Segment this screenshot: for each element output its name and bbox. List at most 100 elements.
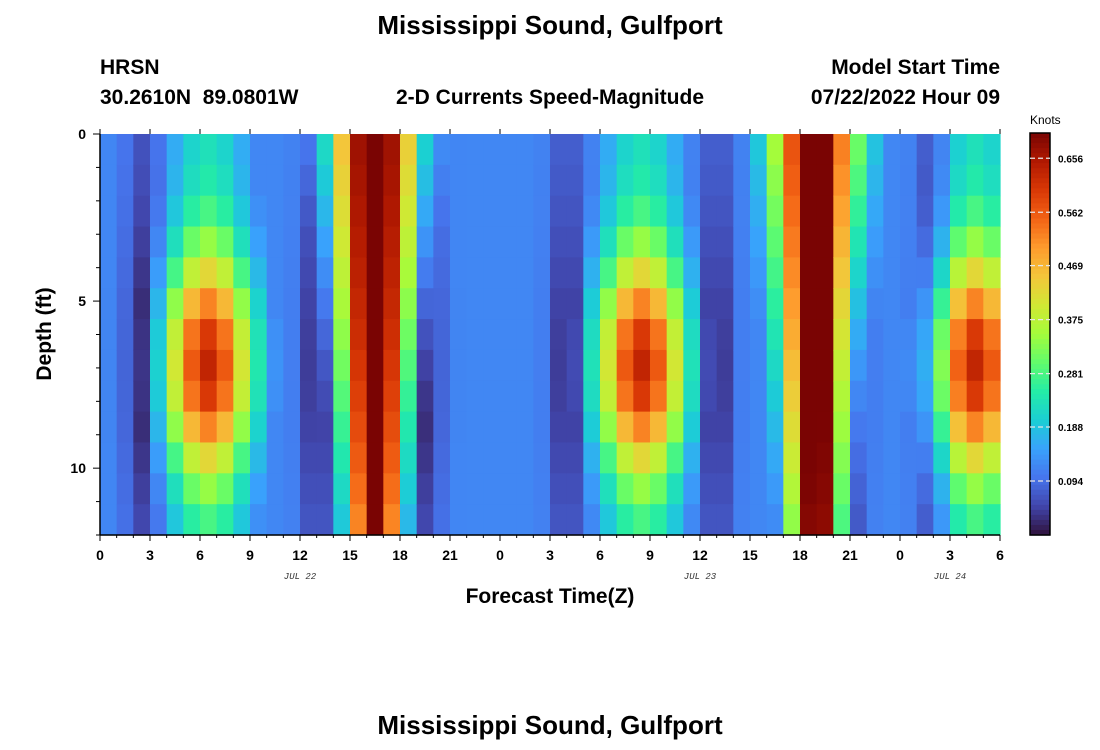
chart-subtitle: 2-D Currents Speed-Magnitude xyxy=(395,86,705,109)
heatmap-cell xyxy=(516,288,534,320)
heatmap-cell xyxy=(850,473,868,505)
heatmap-cell xyxy=(716,257,734,289)
heatmap-cell xyxy=(183,349,201,382)
heatmap-cell xyxy=(883,349,901,382)
colorbar-segment xyxy=(1030,263,1050,270)
heatmap-cell xyxy=(333,411,351,444)
heatmap-cell xyxy=(883,164,901,197)
heatmap-cell xyxy=(600,257,618,289)
heatmap-cell xyxy=(183,411,201,444)
heatmap-cell xyxy=(116,195,134,228)
heatmap-cell xyxy=(250,349,268,382)
heatmap-cell xyxy=(600,226,618,258)
heatmap-cell xyxy=(616,411,634,444)
colorbar-unit-label: Knots xyxy=(1030,113,1061,127)
heatmap-cell xyxy=(133,473,151,505)
heatmap-cell xyxy=(983,349,1001,382)
heatmap-cell xyxy=(566,380,584,413)
heatmap-cell xyxy=(916,257,934,289)
heatmap-cell xyxy=(333,195,351,228)
heatmap-cell xyxy=(966,319,984,351)
heatmap-cell xyxy=(966,134,984,166)
heatmap-cell xyxy=(500,195,518,228)
heatmap-cell xyxy=(466,411,484,444)
heatmap-cell xyxy=(250,134,268,166)
heatmap-cell xyxy=(250,319,268,351)
colorbar-segment xyxy=(1030,298,1050,305)
heatmap-cell xyxy=(800,473,818,505)
heatmap-cell xyxy=(883,195,901,228)
heatmap-cell xyxy=(966,411,984,444)
heatmap-cell xyxy=(616,195,634,228)
heatmap-cell xyxy=(333,134,351,166)
heatmap-cell xyxy=(633,134,651,166)
heatmap-cell xyxy=(300,319,318,351)
heatmap-cell xyxy=(800,442,818,474)
heatmap-cell xyxy=(783,411,801,444)
heatmap-cell xyxy=(650,195,668,228)
colorbar-segment xyxy=(1030,143,1050,149)
heatmap-cell xyxy=(683,380,701,413)
heatmap-cell xyxy=(383,164,401,197)
heatmap-cell xyxy=(650,257,668,289)
heatmap-cell xyxy=(333,349,351,382)
heatmap-cell xyxy=(550,442,568,474)
heatmap-cell xyxy=(833,164,851,197)
heatmap-cell xyxy=(450,411,468,444)
heatmap-cell xyxy=(583,349,601,382)
heatmap-cell xyxy=(683,504,701,536)
heatmap-cell xyxy=(700,257,718,289)
heatmap-cell xyxy=(333,288,351,320)
heatmap-cell xyxy=(750,380,768,413)
heatmap-cell xyxy=(433,195,451,228)
heatmap-cell xyxy=(266,164,284,197)
heatmap-cell xyxy=(400,195,418,228)
heatmap-cell xyxy=(100,134,118,166)
heatmap-cell xyxy=(100,473,118,505)
heatmap-cell xyxy=(633,319,651,351)
colorbar-segment xyxy=(1030,193,1050,199)
heatmap-cell xyxy=(133,195,151,228)
heatmap-cell xyxy=(650,411,668,444)
colorbar-tick-label: 0.375 xyxy=(1058,316,1083,327)
heatmap-cell xyxy=(583,504,601,536)
heatmap-cell xyxy=(933,164,951,197)
heatmap-cell xyxy=(850,504,868,536)
heatmap-cell xyxy=(416,164,434,197)
heatmap-cell xyxy=(233,380,251,413)
heatmap-cell xyxy=(766,442,784,474)
model-start-value: 07/22/2022 Hour 09 xyxy=(810,86,1000,109)
heatmap-cell xyxy=(950,473,968,505)
heatmap-cell xyxy=(916,319,934,351)
heatmap-cell xyxy=(650,164,668,197)
heatmap-cell xyxy=(350,226,368,258)
heatmap-cell xyxy=(466,195,484,228)
heatmap-cell xyxy=(383,473,401,505)
heatmap-cell xyxy=(383,380,401,413)
x-tick-label: 6 xyxy=(596,547,604,563)
heatmap-cell xyxy=(183,380,201,413)
heatmap-cell xyxy=(766,411,784,444)
heatmap-cell xyxy=(750,164,768,197)
heatmap-cell xyxy=(816,257,834,289)
heatmap-cell xyxy=(233,473,251,505)
heatmap-cell xyxy=(233,257,251,289)
heatmap-cell xyxy=(666,473,684,505)
heatmap-cell xyxy=(433,134,451,166)
heatmap-cell xyxy=(500,257,518,289)
heatmap-cell xyxy=(583,134,601,166)
heatmap-cell xyxy=(133,504,151,536)
heatmap-cell xyxy=(616,257,634,289)
heatmap-cell xyxy=(550,195,568,228)
heatmap-cell xyxy=(950,411,968,444)
heatmap-cell xyxy=(833,319,851,351)
heatmap-cell xyxy=(833,257,851,289)
heatmap-cell xyxy=(266,504,284,536)
station-label: HRSN xyxy=(100,56,160,79)
heatmap-cell xyxy=(350,504,368,536)
heatmap-cell xyxy=(200,380,218,413)
heatmap-cell xyxy=(516,226,534,258)
heatmap-cell xyxy=(283,134,301,166)
heatmap-cell xyxy=(500,164,518,197)
heatmap-cell xyxy=(416,380,434,413)
